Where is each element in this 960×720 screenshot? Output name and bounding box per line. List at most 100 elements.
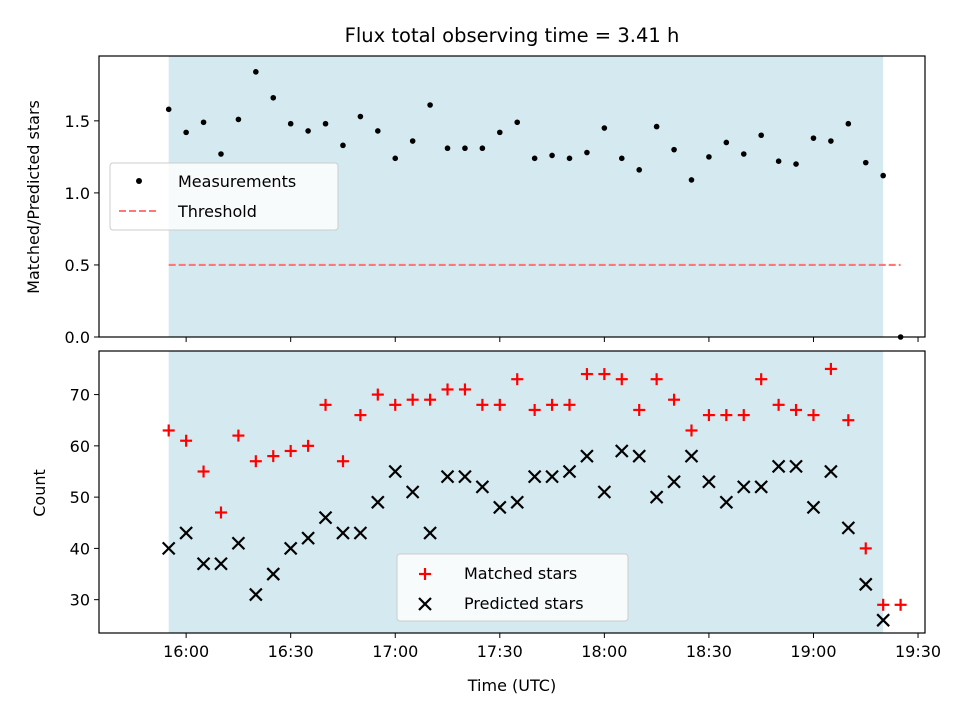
predicted-stars-points xyxy=(161,444,890,627)
matched-star-point xyxy=(894,598,907,611)
matched-star-point xyxy=(790,403,803,416)
predicted-star-point xyxy=(615,444,629,458)
legend-measurements-label: Measurements xyxy=(178,172,296,191)
x-tick-label: 17:00 xyxy=(372,642,418,661)
measurement-point xyxy=(200,119,207,126)
predicted-star-point xyxy=(754,480,768,494)
matched-star-point xyxy=(720,409,733,422)
x-tick-label: 19:00 xyxy=(790,642,836,661)
measurement-point xyxy=(165,106,172,113)
predicted-star-point xyxy=(597,485,612,499)
predicted-star-point xyxy=(249,587,263,602)
measurement-point xyxy=(253,69,259,75)
matched-star-point xyxy=(511,373,524,386)
predicted-star-point xyxy=(318,510,333,525)
matched-star-point xyxy=(877,598,890,611)
measurement-point xyxy=(793,161,799,167)
matched-star-point xyxy=(336,455,349,468)
predicted-star-point xyxy=(423,526,437,540)
measurement-point xyxy=(514,119,521,126)
bottom-y-tick-label: 40 xyxy=(70,539,90,558)
top-y-tick-label: 1.5 xyxy=(65,112,90,131)
measurement-point xyxy=(758,132,764,139)
predicted-star-point xyxy=(545,469,559,484)
top-legend: Measurements Threshold xyxy=(109,162,339,231)
predicted-star-point xyxy=(580,449,594,463)
top-y-tick-label: 1.0 xyxy=(65,184,90,203)
bottom-y-tick-label: 70 xyxy=(70,386,90,405)
predicted-star-point xyxy=(632,449,646,463)
measurement-point xyxy=(723,139,730,146)
measurement-point xyxy=(462,145,468,152)
matched-star-point xyxy=(528,403,541,416)
predicted-star-point xyxy=(283,541,298,556)
x-tick-label: 16:30 xyxy=(268,642,314,661)
matched-star-point xyxy=(580,368,593,381)
predicted-star-point xyxy=(684,449,699,463)
predicted-star-point xyxy=(458,469,472,484)
measurement-point xyxy=(775,158,782,164)
matched-star-point xyxy=(493,398,506,411)
bottom-legend: Matched stars Predicted stars xyxy=(396,553,629,622)
bottom-y-axis-label: Count xyxy=(30,469,49,517)
matched-star-point xyxy=(772,398,785,411)
matched-star-point xyxy=(598,368,611,381)
measurement-point xyxy=(688,177,695,183)
predicted-star-point xyxy=(841,521,856,535)
measurement-point xyxy=(740,151,747,157)
measurement-point xyxy=(531,155,538,162)
matched-star-point xyxy=(755,373,768,386)
matched-star-point xyxy=(319,398,332,411)
top-legend-box xyxy=(109,162,339,231)
predicted-star-point xyxy=(179,526,193,540)
predicted-star-point xyxy=(161,541,176,556)
predicted-star-point xyxy=(527,469,542,484)
x-tick-label: 19:30 xyxy=(895,642,941,661)
predicted-star-point xyxy=(214,557,228,571)
top-x-ticks xyxy=(185,337,919,342)
matched-star-point xyxy=(668,393,681,406)
predicted-star-point xyxy=(371,495,385,510)
measurement-point xyxy=(322,120,329,127)
measurement-point xyxy=(375,128,381,134)
predicted-star-point xyxy=(510,495,525,510)
bottom-y-ticks: 30 40 50 60 70 xyxy=(70,386,99,610)
predicted-star-point xyxy=(405,485,420,499)
predicted-star-point xyxy=(649,490,664,504)
measurement-point xyxy=(671,146,677,153)
measurement-point xyxy=(601,125,608,131)
bottom-legend-box xyxy=(396,553,629,622)
matched-star-point xyxy=(371,388,384,401)
predicted-star-point xyxy=(301,531,315,545)
matched-star-point xyxy=(737,409,750,422)
measurement-point xyxy=(287,120,294,127)
matched-stars-points xyxy=(162,362,907,611)
x-tick-label: 17:30 xyxy=(477,642,523,661)
x-tick-label: 18:00 xyxy=(581,642,627,661)
matched-star-point xyxy=(180,434,193,447)
predicted-star-point xyxy=(858,577,873,592)
matched-star-point xyxy=(842,414,855,427)
predicted-star-point xyxy=(231,536,246,551)
legend-matched-marker xyxy=(419,568,431,580)
x-tick-label: 16:00 xyxy=(163,642,209,661)
top-y-axis-label: Matched/Predicted stars xyxy=(24,100,43,294)
predicted-star-point xyxy=(771,459,786,474)
legend-predicted-marker xyxy=(418,597,432,611)
bottom-y-tick-label: 30 xyxy=(70,591,90,610)
measurement-point xyxy=(305,128,311,134)
top-y-tick-label: 0.5 xyxy=(65,256,90,275)
chart-title: Flux total observing time = 3.41 h xyxy=(345,24,680,47)
matched-star-point xyxy=(302,439,315,452)
measurement-point xyxy=(845,120,852,127)
legend-measurements-marker xyxy=(136,178,142,184)
bottom-y-tick-label: 60 xyxy=(70,437,90,456)
bottom-y-tick-label: 50 xyxy=(70,488,90,507)
measurement-point xyxy=(810,135,817,141)
predicted-star-point xyxy=(667,474,681,489)
predicted-star-point xyxy=(806,500,821,515)
bottom-x-ticks: 16:00 16:30 17:00 17:30 18:00 18:30 19:00 19:30 xyxy=(163,633,941,661)
legend-matched-label: Matched stars xyxy=(464,564,577,583)
measurement-point xyxy=(653,123,660,130)
